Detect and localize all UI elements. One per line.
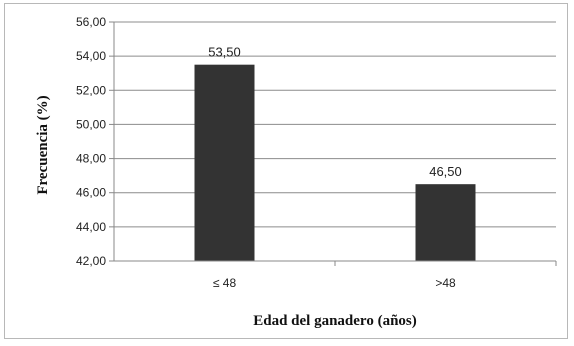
y-tick-label: 48,00 — [76, 152, 106, 166]
y-tick-label: 56,00 — [76, 15, 106, 29]
y-tick-label: 50,00 — [76, 117, 106, 131]
y-tick-label: 54,00 — [76, 49, 106, 63]
x-category-label: ≤ 48 — [213, 276, 237, 290]
data-label: 46,50 — [429, 164, 462, 179]
bar — [194, 64, 255, 261]
x-axis-title: Edad del ganadero (años) — [253, 313, 417, 329]
data-labels: 53,50 46,50 — [208, 45, 462, 180]
y-tick-label: 42,00 — [76, 254, 106, 268]
y-axis-title: Frecuencia (%) — [35, 95, 51, 194]
y-tick-label: 46,00 — [76, 186, 106, 200]
chart-frame — [4, 3, 568, 339]
x-category-label: >48 — [435, 276, 456, 290]
y-tick-label: 52,00 — [76, 83, 106, 97]
y-axis-ticks: 42,00 44,00 46,00 48,00 50,00 52,00 54,00 56,00 — [76, 15, 114, 268]
y-tick-label: 44,00 — [76, 220, 106, 234]
data-label: 53,50 — [208, 45, 241, 60]
bars — [194, 64, 476, 261]
gridlines — [114, 21, 556, 228]
x-axis-categories: ≤ 48 >48 — [213, 261, 557, 290]
bar — [415, 184, 476, 261]
